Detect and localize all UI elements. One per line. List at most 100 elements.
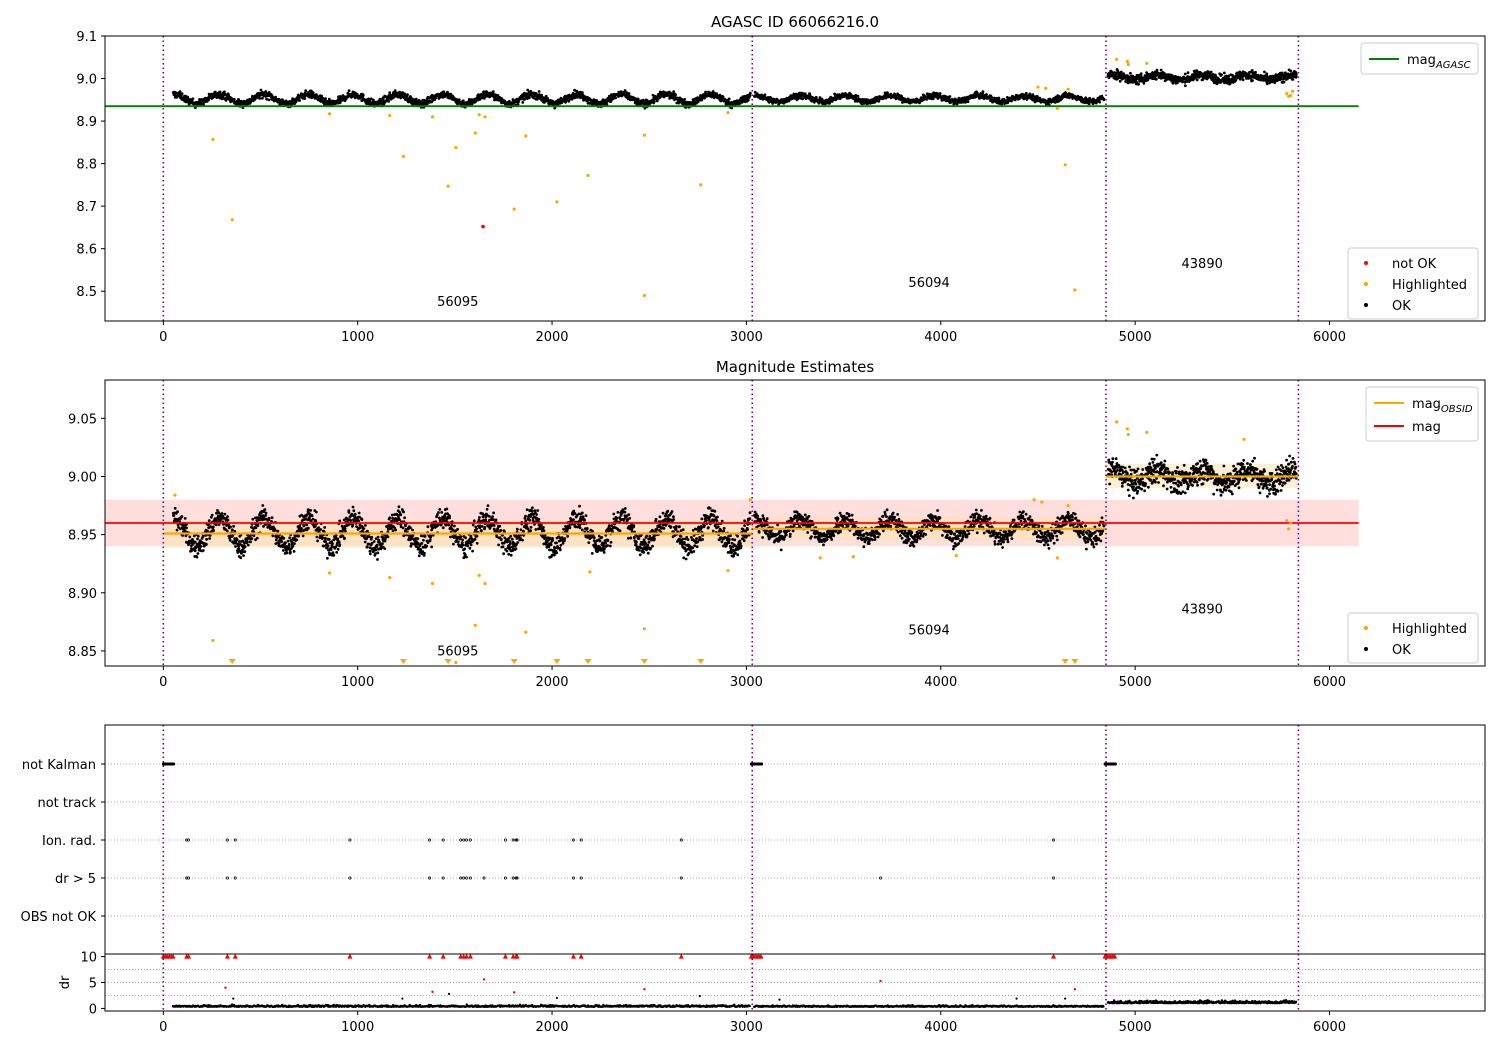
ok-point xyxy=(461,99,465,103)
ok-point xyxy=(502,552,505,556)
ok-point xyxy=(1265,82,1269,86)
ok-point xyxy=(246,543,250,547)
ok-point xyxy=(338,543,342,547)
highlighted-point xyxy=(699,183,703,187)
ok-point xyxy=(297,534,300,538)
ok-point xyxy=(337,540,341,544)
ok-point xyxy=(173,506,177,510)
ok-point xyxy=(1284,71,1287,75)
highlighted-point xyxy=(454,145,458,150)
ok-point xyxy=(326,544,330,548)
ok-point xyxy=(185,526,188,530)
ok-point xyxy=(327,538,331,541)
ok-point xyxy=(459,535,463,538)
legend-marker xyxy=(1364,303,1368,307)
ok-point xyxy=(763,93,767,97)
ok-point xyxy=(528,518,532,522)
y-tick-label: 8.7 xyxy=(76,200,97,215)
ok-point xyxy=(331,542,334,545)
ok-point xyxy=(478,516,481,519)
ok-point xyxy=(700,98,704,102)
highlighted-point xyxy=(211,137,215,141)
ok-point xyxy=(403,516,406,520)
ok-point xyxy=(463,553,467,557)
ok-point xyxy=(259,88,263,92)
ok-point xyxy=(349,519,353,522)
ok-point xyxy=(1294,72,1298,76)
ok-point xyxy=(207,92,211,96)
ok-point xyxy=(491,90,495,94)
ok-point xyxy=(1102,97,1106,101)
y-tick-label: 9.1 xyxy=(76,30,97,45)
highlighted-point xyxy=(1044,86,1048,90)
ok-point xyxy=(327,97,331,101)
ok-point xyxy=(442,90,446,94)
ok-point xyxy=(287,546,291,549)
ok-point xyxy=(1195,78,1199,82)
ok-point xyxy=(530,509,534,513)
ok-point xyxy=(727,97,731,101)
ok-point xyxy=(326,556,329,560)
ok-point xyxy=(426,525,430,529)
ok-point xyxy=(492,518,495,522)
x-tick-label: 4000 xyxy=(924,330,957,345)
ok-point xyxy=(416,537,420,540)
highlighted-point xyxy=(473,131,477,135)
ok-point xyxy=(1251,79,1254,82)
highlighted-point xyxy=(1289,93,1293,98)
ok-point xyxy=(376,535,380,539)
ok-point xyxy=(196,552,200,555)
ok-point xyxy=(336,537,340,541)
ok-point xyxy=(394,528,398,532)
ok-point xyxy=(517,100,520,104)
ok-point xyxy=(1119,70,1123,74)
ok-point xyxy=(431,526,435,530)
ok-point xyxy=(311,91,315,95)
ok-point xyxy=(276,529,280,533)
ok-point xyxy=(364,524,367,527)
ok-point xyxy=(249,540,253,544)
ok-point xyxy=(614,96,617,100)
ok-point xyxy=(201,534,205,538)
ok-point xyxy=(471,523,475,527)
ok-point xyxy=(313,525,317,528)
ok-point xyxy=(420,542,424,545)
ok-point xyxy=(505,540,509,544)
ok-point xyxy=(1155,68,1159,72)
highlighted-point xyxy=(1055,106,1059,110)
ok-point xyxy=(267,98,271,102)
ok-point xyxy=(228,539,232,542)
ok-point xyxy=(254,526,258,530)
ok-point xyxy=(232,98,236,101)
ok-point xyxy=(485,507,489,511)
ok-point xyxy=(310,514,314,518)
ok-point xyxy=(411,528,414,532)
ok-point xyxy=(293,542,296,545)
ok-point xyxy=(526,88,530,92)
ok-point xyxy=(180,92,184,95)
ok-point xyxy=(532,96,535,100)
ok-point xyxy=(320,94,323,98)
ok-point xyxy=(516,102,520,106)
ok-point xyxy=(414,97,418,101)
highlighted-point xyxy=(1036,85,1040,89)
ok-point xyxy=(499,529,503,532)
highlighted-point xyxy=(1063,163,1067,167)
ok-point xyxy=(473,537,477,541)
ok-point xyxy=(186,95,190,99)
ok-point xyxy=(514,547,518,550)
ok-point xyxy=(448,514,451,518)
ok-point xyxy=(374,548,378,552)
ok-point xyxy=(398,518,401,522)
ok-point xyxy=(361,93,365,97)
ok-point xyxy=(299,529,303,533)
ok-point xyxy=(674,93,677,97)
ok-point xyxy=(544,94,548,98)
highlighted-point xyxy=(483,115,487,119)
ok-point xyxy=(250,537,254,540)
ok-point xyxy=(623,89,627,92)
ok-point xyxy=(981,90,985,93)
ok-point xyxy=(351,523,355,527)
ok-point xyxy=(357,519,361,523)
ok-point xyxy=(468,546,472,550)
